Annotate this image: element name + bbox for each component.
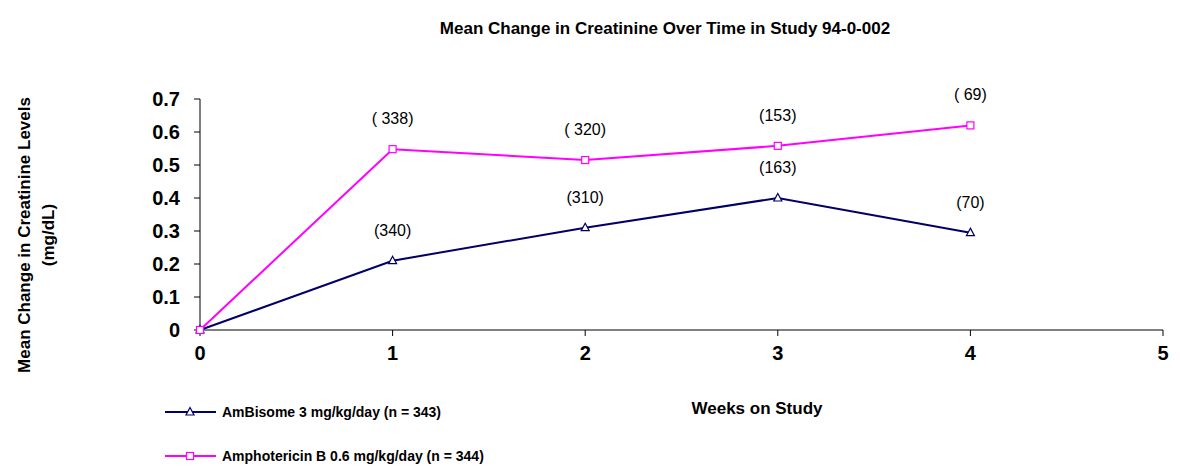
x-tick-label: 3 xyxy=(772,342,783,364)
series-line xyxy=(200,125,970,330)
y-tick xyxy=(194,231,200,232)
point xyxy=(774,194,782,202)
legend-entry: Amphotericin B 0.6 mg/kg/day (n = 344) xyxy=(165,448,484,464)
y-tick xyxy=(194,198,200,199)
y-axis-label: Mean Change in Creatinine Levels xyxy=(15,97,34,373)
point xyxy=(582,157,589,164)
annotations: (340) (310) (163) (70) ( 338) ( 320) (153) ( 69… xyxy=(372,86,987,238)
point xyxy=(389,256,397,264)
x-tick-label: 5 xyxy=(1157,342,1168,364)
x-tick xyxy=(585,330,586,336)
point xyxy=(966,228,974,236)
point xyxy=(196,326,204,334)
x-tick-label: 4 xyxy=(965,342,977,364)
point xyxy=(967,122,974,129)
point-annotation: (163) xyxy=(759,159,796,176)
y-tick-label: 0 xyxy=(169,319,180,341)
x-tick-label: 2 xyxy=(580,342,591,364)
y-axis xyxy=(200,99,201,330)
chart: Mean Change in Creatinine Over Time in S… xyxy=(0,0,1180,469)
title: Mean Change in Creatinine Over Time in S… xyxy=(440,19,890,38)
y-tick-label: 0.3 xyxy=(152,220,180,242)
point-annotation: (153) xyxy=(759,107,796,124)
x-tick xyxy=(777,330,778,336)
y-tick xyxy=(194,297,200,298)
legend-label: AmBisome 3 mg/kg/day (n = 343) xyxy=(222,404,441,420)
y-tick-label: 0.5 xyxy=(152,154,180,176)
y-tick-label: 0.4 xyxy=(152,187,181,209)
point xyxy=(197,327,204,334)
y-tick-label: 0.2 xyxy=(152,253,180,275)
point-annotation: ( 338) xyxy=(372,110,414,127)
x-axis xyxy=(200,330,1163,331)
legend-label: Amphotericin B 0.6 mg/kg/day (n = 344) xyxy=(222,448,484,464)
y-tick xyxy=(194,264,200,265)
y-tick-label: 0.7 xyxy=(152,88,180,110)
point-annotation: (340) xyxy=(374,222,411,239)
y-tick xyxy=(194,99,200,100)
point xyxy=(581,223,589,231)
point-annotation: (310) xyxy=(567,189,604,206)
x-tick-label: 1 xyxy=(387,342,398,364)
y-tick-label: 0.1 xyxy=(152,286,180,308)
x-axis-label: Weeks on Study xyxy=(692,399,824,418)
x-tick xyxy=(392,330,393,336)
y-tick xyxy=(194,132,200,133)
y-tick-label: 0.6 xyxy=(152,121,180,143)
point-annotation: (70) xyxy=(956,194,984,211)
legend-marker xyxy=(187,453,194,460)
plot-area xyxy=(196,122,974,334)
point xyxy=(389,146,396,153)
point-annotation: ( 320) xyxy=(564,121,606,138)
point xyxy=(774,142,781,149)
x-tick-label: 0 xyxy=(194,342,205,364)
series-line xyxy=(200,198,970,330)
x-tick xyxy=(970,330,971,336)
x-tick xyxy=(1163,330,1164,336)
point-annotation: ( 69) xyxy=(954,86,987,103)
legend-entry: AmBisome 3 mg/kg/day (n = 343) xyxy=(165,404,441,420)
y-axis-label: (mg/dL) xyxy=(39,204,58,266)
legend-marker xyxy=(186,408,194,416)
y-tick xyxy=(194,165,200,166)
